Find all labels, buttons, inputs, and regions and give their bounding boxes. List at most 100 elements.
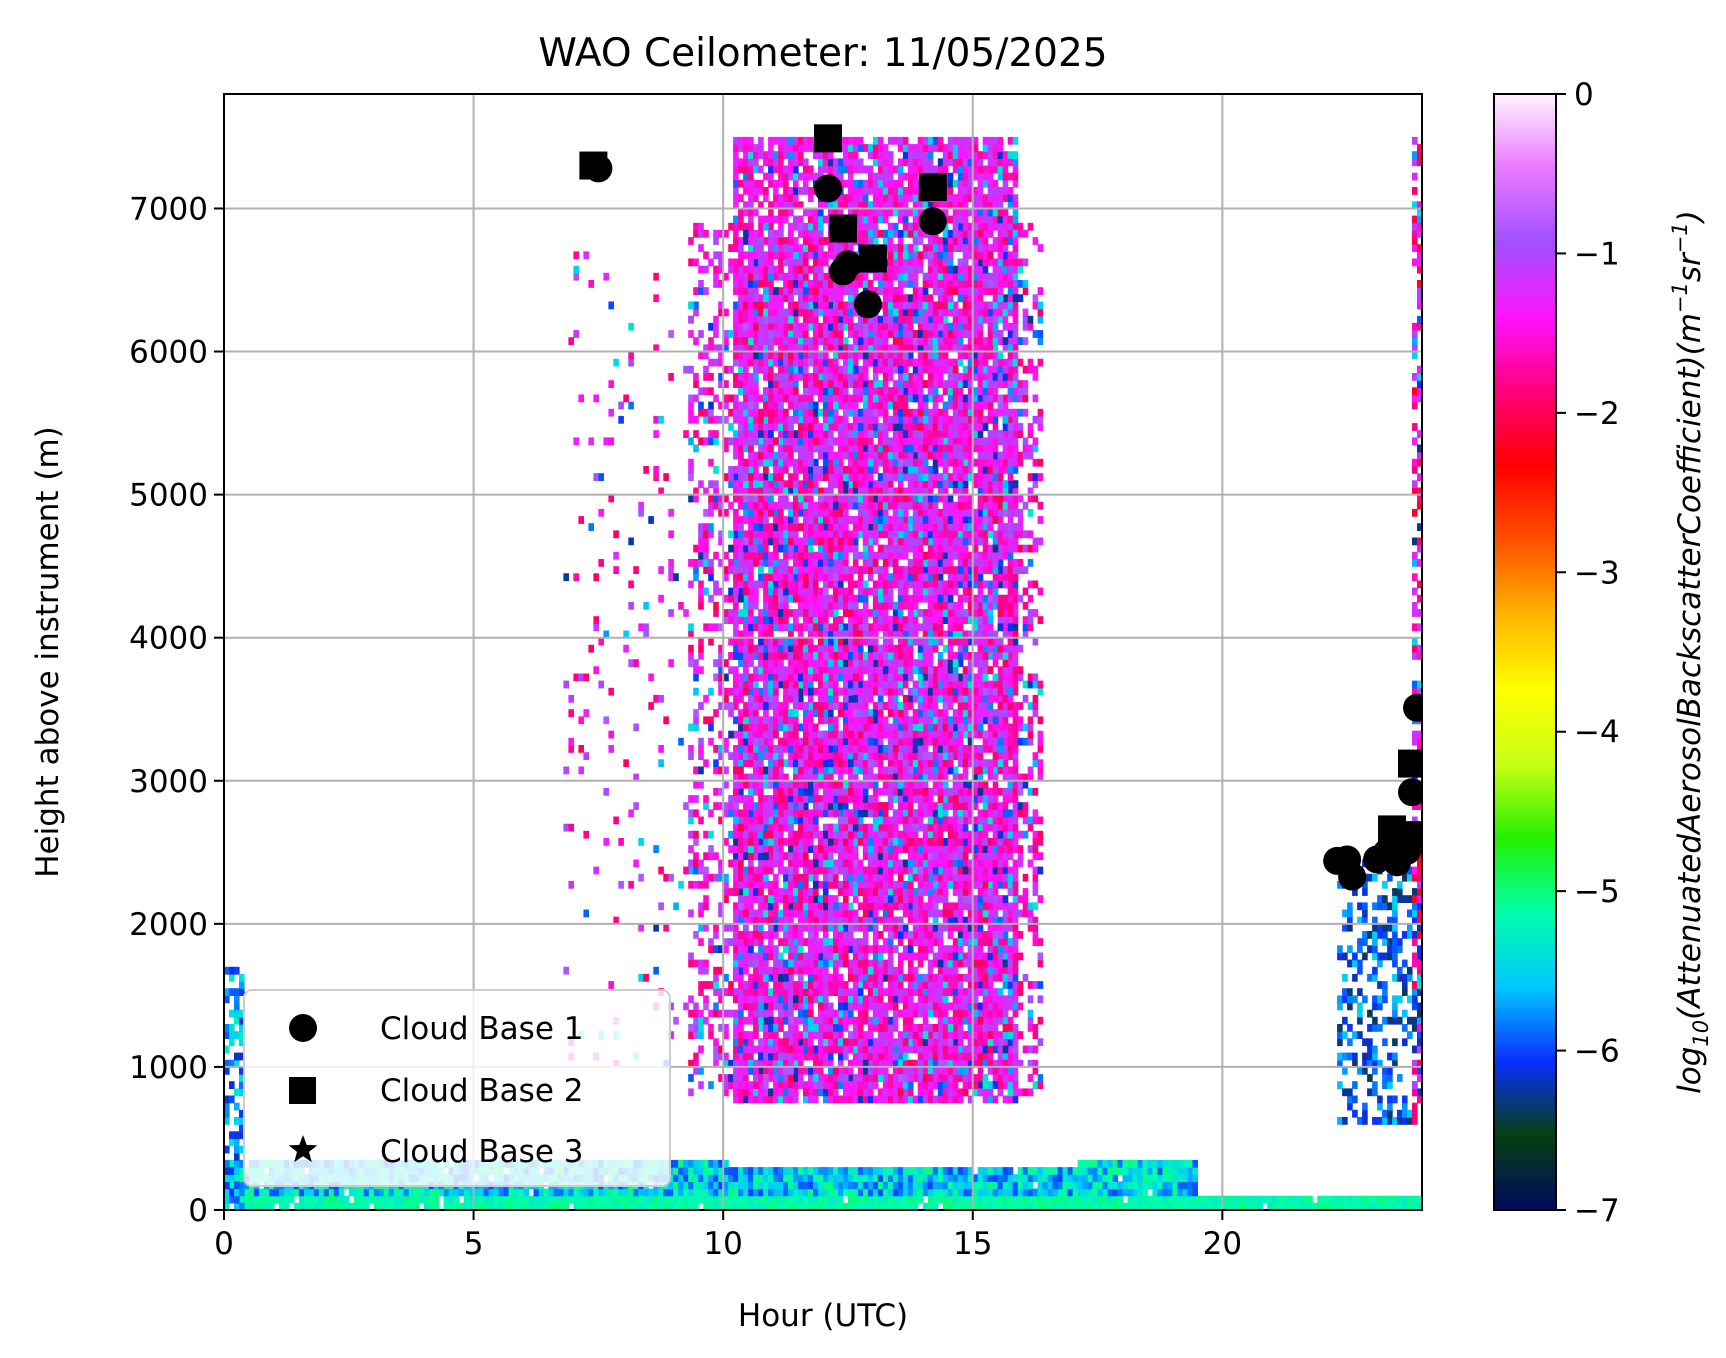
heatmap-cell — [882, 487, 889, 496]
heatmap-cell — [887, 845, 894, 853]
heatmap-cell — [872, 952, 879, 961]
heatmap-cell — [932, 923, 939, 932]
heatmap-cell — [877, 480, 884, 489]
heatmap-cell — [828, 630, 834, 639]
heatmap-cell — [748, 909, 754, 918]
heatmap-cell — [862, 594, 869, 603]
heatmap-cell — [733, 852, 739, 861]
heatmap-cell — [852, 144, 859, 152]
heatmap-cell — [848, 1088, 854, 1097]
heatmap-cell — [758, 573, 764, 582]
heatmap-cell — [758, 666, 764, 675]
heatmap-cell — [803, 1052, 809, 1061]
heatmap-cell — [773, 759, 779, 768]
heatmap-cell — [942, 873, 949, 882]
heatmap-cell — [897, 308, 904, 317]
heatmap-cell — [902, 466, 909, 474]
heatmap-cell — [927, 294, 934, 303]
heatmap-cell — [778, 709, 784, 717]
heatmap-cell — [798, 373, 804, 381]
heatmap-cell — [773, 322, 779, 331]
heatmap-cell — [823, 451, 829, 460]
heatmap-cell — [808, 222, 814, 231]
heatmap-cell — [753, 587, 759, 596]
heatmap-cell — [793, 466, 799, 474]
heatmap-cell — [932, 251, 939, 260]
heatmap-cell — [872, 201, 879, 210]
heatmap-cell — [773, 237, 779, 245]
heatmap-cell — [947, 1052, 954, 1061]
heatmap-cell — [922, 408, 929, 417]
heatmap-cell — [843, 394, 849, 403]
heatmap-cell — [818, 737, 824, 746]
heatmap-cell — [902, 566, 909, 574]
heatmap-cell — [803, 587, 809, 596]
heatmap-cell — [738, 737, 744, 746]
heatmap-cell — [897, 995, 904, 1004]
heatmap-cell — [882, 151, 889, 159]
heatmap-cell — [912, 487, 919, 496]
heatmap-cell — [808, 666, 814, 675]
heatmap-cell — [942, 1038, 949, 1047]
heatmap-cell — [872, 415, 879, 424]
heatmap-cell — [768, 287, 774, 295]
heatmap-cell — [813, 280, 819, 288]
heatmap-cell — [743, 759, 749, 768]
heatmap-cell — [733, 823, 739, 832]
heatmap-cell — [937, 873, 944, 882]
heatmap-cell — [852, 644, 859, 653]
heatmap-cell — [823, 809, 829, 818]
heatmap-cell — [907, 745, 914, 753]
heatmap-cell — [848, 530, 854, 539]
heatmap-cell — [937, 659, 944, 667]
heatmap-cell — [848, 988, 854, 996]
heatmap-cell — [887, 494, 894, 503]
heatmap-cell — [932, 559, 939, 567]
heatmap-cell — [907, 787, 914, 796]
heatmap-cell — [783, 981, 789, 989]
heatmap-cell — [783, 315, 789, 324]
heatmap-cell — [902, 830, 909, 839]
heatmap-cell — [823, 394, 829, 403]
heatmap-cell — [758, 215, 764, 224]
heatmap-cell — [942, 415, 949, 424]
heatmap-cell — [793, 494, 799, 503]
heatmap-cell — [768, 859, 774, 868]
heatmap-cell — [768, 151, 774, 159]
heatmap-cell — [743, 344, 749, 353]
heatmap-cell — [902, 394, 909, 403]
heatmap-cell — [932, 823, 939, 832]
heatmap-cell — [753, 694, 759, 703]
heatmap-cell — [798, 830, 804, 839]
heatmap-cell — [753, 158, 759, 167]
heatmap-cell — [798, 144, 804, 152]
heatmap-cell — [937, 587, 944, 596]
heatmap-cell — [877, 1059, 884, 1068]
heatmap-cell — [773, 752, 779, 760]
heatmap-cell — [813, 1066, 819, 1075]
heatmap-cell — [937, 430, 944, 438]
heatmap-cell — [748, 322, 754, 331]
heatmap-cell — [892, 466, 899, 474]
heatmap-cell — [902, 795, 909, 803]
heatmap-cell — [758, 616, 764, 624]
heatmap-cell — [838, 1059, 844, 1068]
heatmap-cell — [743, 172, 749, 181]
heatmap-cell — [813, 659, 819, 667]
heatmap-cell — [882, 787, 889, 796]
heatmap-cell — [798, 988, 804, 996]
heatmap-cell — [778, 516, 784, 524]
heatmap-cell — [753, 508, 759, 517]
heatmap-cell — [803, 208, 809, 217]
heatmap-cell — [897, 587, 904, 596]
heatmap-cell — [848, 544, 854, 553]
heatmap-cell — [877, 659, 884, 667]
heatmap-cell — [937, 1002, 944, 1011]
heatmap-cell — [793, 408, 799, 417]
heatmap-cell — [917, 637, 924, 646]
heatmap-cell — [917, 294, 924, 303]
heatmap-cell — [813, 487, 819, 496]
heatmap-cell — [897, 637, 904, 646]
heatmap-cell — [892, 752, 899, 760]
heatmap-cell — [912, 923, 919, 932]
